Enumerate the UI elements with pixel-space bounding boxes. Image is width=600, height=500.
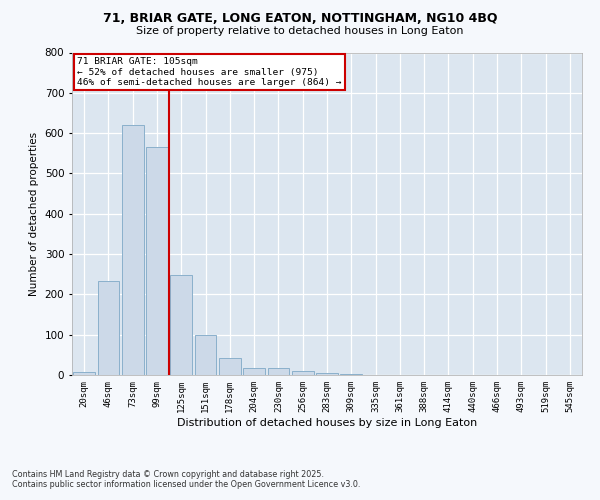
- Y-axis label: Number of detached properties: Number of detached properties: [29, 132, 39, 296]
- Text: Contains HM Land Registry data © Crown copyright and database right 2025.
Contai: Contains HM Land Registry data © Crown c…: [12, 470, 361, 489]
- Bar: [122, 125, 143, 375]
- Bar: [268, 368, 289, 375]
- Bar: [243, 368, 265, 375]
- Bar: [292, 371, 314, 375]
- Bar: [219, 358, 241, 375]
- Bar: [170, 275, 192, 375]
- Bar: [194, 336, 217, 375]
- X-axis label: Distribution of detached houses by size in Long Eaton: Distribution of detached houses by size …: [177, 418, 477, 428]
- Text: 71, BRIAR GATE, LONG EATON, NOTTINGHAM, NG10 4BQ: 71, BRIAR GATE, LONG EATON, NOTTINGHAM, …: [103, 12, 497, 26]
- Bar: [340, 374, 362, 375]
- Bar: [73, 372, 95, 375]
- Text: Size of property relative to detached houses in Long Eaton: Size of property relative to detached ho…: [136, 26, 464, 36]
- Text: 71 BRIAR GATE: 105sqm
← 52% of detached houses are smaller (975)
46% of semi-det: 71 BRIAR GATE: 105sqm ← 52% of detached …: [77, 58, 341, 87]
- Bar: [316, 373, 338, 375]
- Bar: [97, 282, 119, 375]
- Bar: [146, 147, 168, 375]
